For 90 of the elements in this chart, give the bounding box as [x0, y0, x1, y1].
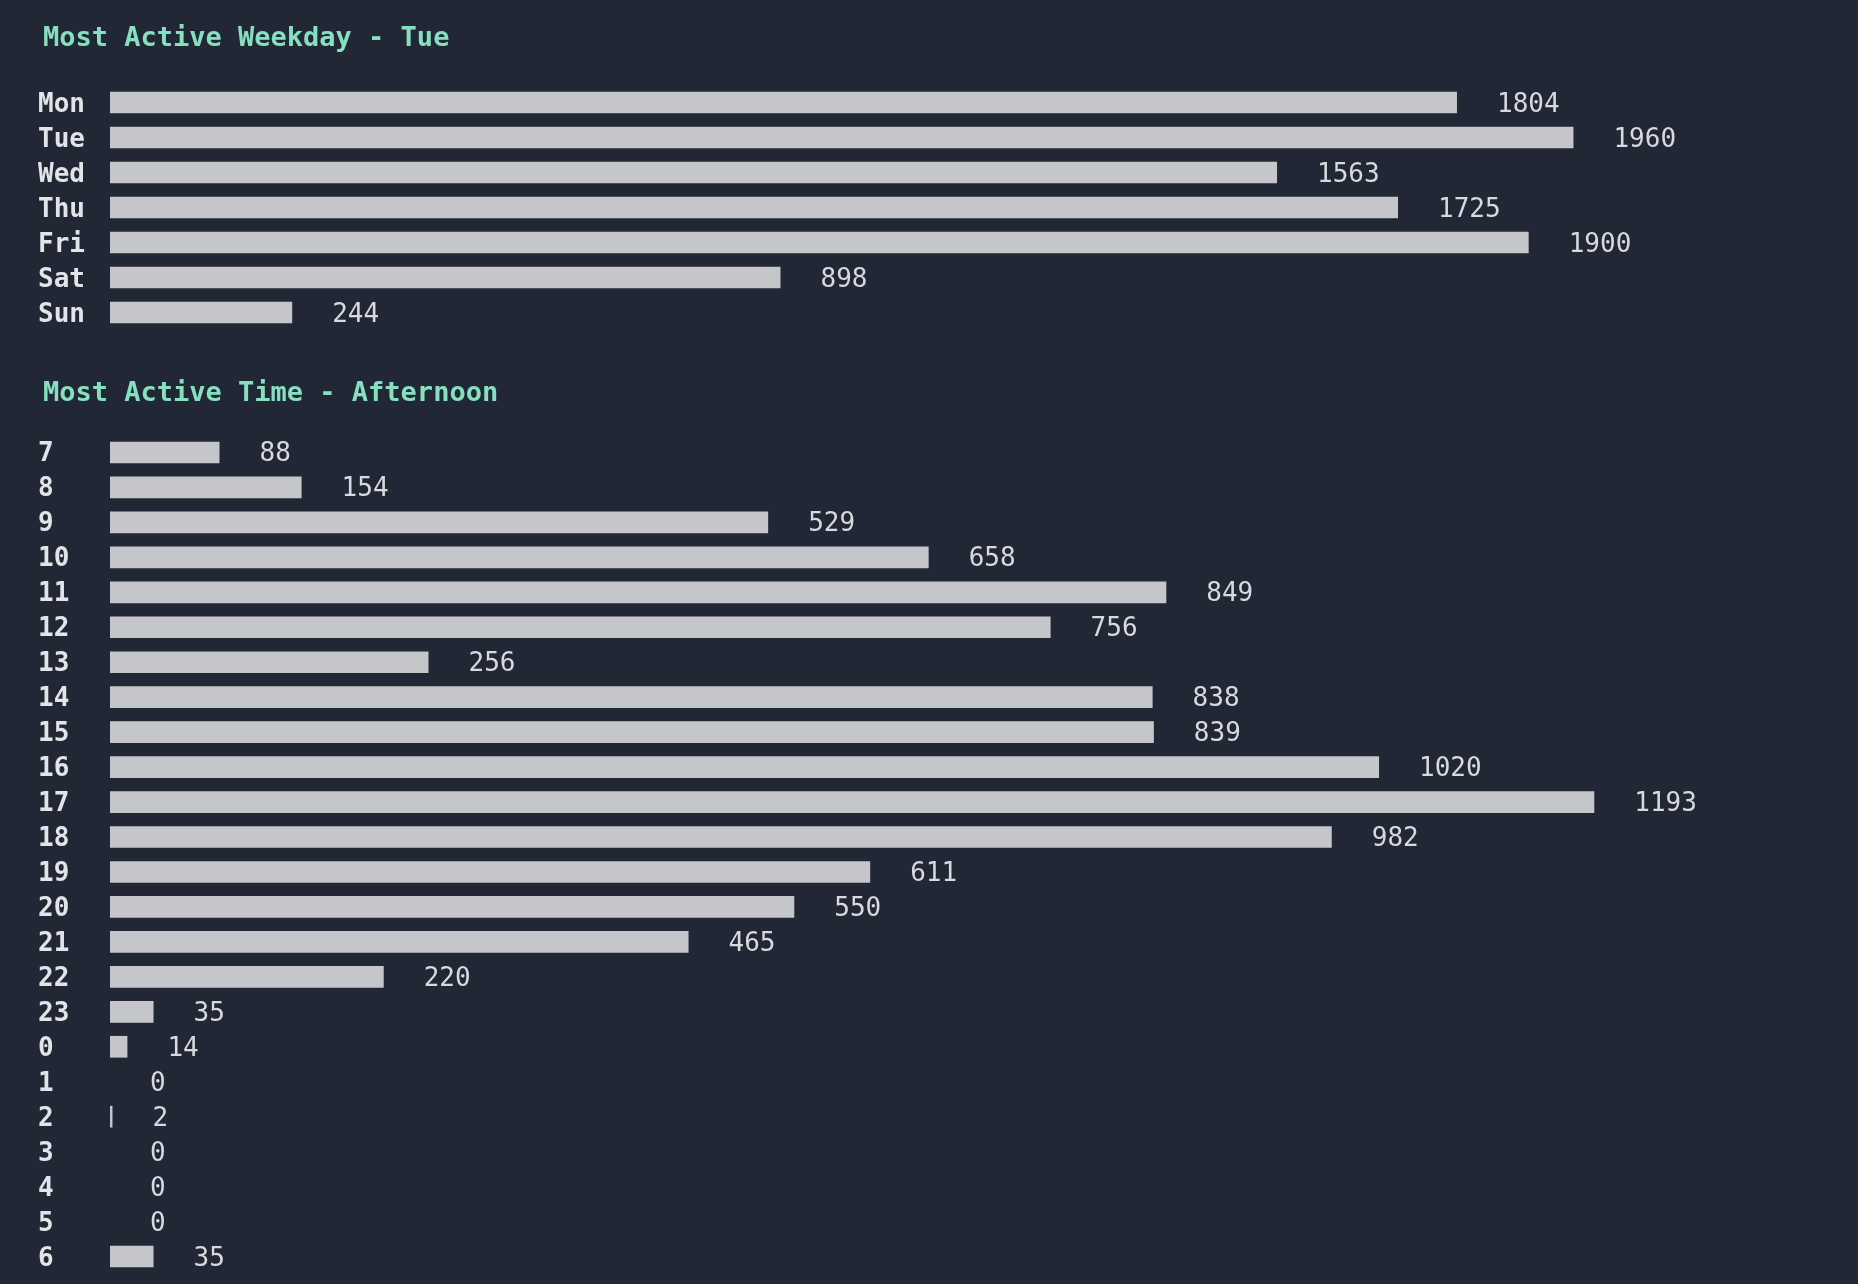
- data-label: 0: [150, 1206, 166, 1237]
- y-tick-label: 0: [38, 1031, 54, 1062]
- bar: [110, 126, 1574, 149]
- y-tick-label: Thu: [38, 192, 85, 223]
- data-label: 35: [193, 996, 225, 1027]
- y-tick-label: 6: [38, 1241, 54, 1272]
- data-label: 1900: [1568, 227, 1632, 258]
- bar: [110, 546, 929, 569]
- data-label: 898: [820, 262, 868, 293]
- y-tick-label: 5: [38, 1206, 54, 1237]
- chart-title: Most Active Weekday - Tue: [43, 21, 450, 52]
- bar: [110, 1000, 154, 1023]
- data-label: 0: [150, 1136, 166, 1167]
- y-tick-label: Sun: [38, 297, 85, 328]
- data-label: 529: [808, 507, 856, 538]
- data-label: 839: [1193, 717, 1241, 748]
- y-tick-label: 16: [38, 752, 70, 783]
- y-tick-label: 7: [38, 437, 54, 468]
- data-label: 982: [1371, 822, 1419, 853]
- data-label: 1020: [1419, 752, 1482, 783]
- data-label: 0: [150, 1066, 166, 1097]
- y-tick-label: 3: [38, 1136, 54, 1167]
- bar: [110, 1035, 128, 1058]
- data-label: 1563: [1317, 157, 1380, 188]
- y-tick-label: 15: [38, 717, 70, 748]
- data-label: 220: [423, 961, 471, 992]
- data-label: 0: [150, 1171, 166, 1202]
- y-tick-label: Fri: [38, 227, 85, 258]
- data-label: 1725: [1438, 192, 1501, 223]
- bar: [110, 791, 1595, 813]
- y-tick-label: Tue: [38, 122, 85, 153]
- chart-title: Most Active Time - Afternoon: [43, 376, 499, 407]
- y-tick-label: 8: [38, 472, 54, 503]
- y-tick-label: 23: [38, 996, 70, 1027]
- y-tick-label: 18: [38, 822, 70, 853]
- bar: [110, 301, 293, 324]
- data-label: 611: [910, 856, 958, 887]
- y-tick-label: 12: [38, 612, 70, 643]
- y-tick-label: 21: [38, 926, 70, 957]
- y-tick-label: 1: [38, 1066, 54, 1097]
- data-label: 658: [968, 542, 1016, 573]
- bar: [110, 966, 384, 988]
- y-tick-label: 19: [38, 856, 70, 887]
- bar: [110, 476, 302, 499]
- y-tick-label: 4: [38, 1171, 54, 1202]
- y-tick-label: 17: [38, 787, 70, 818]
- bar: [110, 756, 1380, 778]
- data-label: 1960: [1613, 122, 1677, 153]
- y-tick-label: 9: [38, 507, 54, 538]
- data-label: 244: [332, 297, 380, 328]
- data-label: 2: [152, 1101, 169, 1132]
- bar: [110, 686, 1153, 709]
- data-label: 88: [259, 437, 291, 468]
- bar: [110, 721, 1154, 743]
- bar: [110, 231, 1529, 254]
- bar: [110, 581, 1167, 604]
- bar: [110, 651, 429, 674]
- data-label: 1193: [1634, 787, 1697, 818]
- data-label: 849: [1206, 577, 1254, 608]
- data-label: 756: [1090, 612, 1138, 643]
- bar: [110, 1245, 154, 1268]
- y-tick-label: Sat: [38, 262, 85, 293]
- y-tick-label: 2: [38, 1101, 54, 1132]
- data-label: 154: [341, 472, 389, 503]
- bar: [110, 896, 795, 918]
- data-label: 838: [1192, 682, 1240, 713]
- y-tick-label: 22: [38, 961, 70, 992]
- bar: [110, 91, 1457, 114]
- bar: [110, 861, 871, 883]
- y-tick-label: 14: [38, 682, 70, 713]
- bar: [110, 826, 1332, 848]
- data-label: 256: [468, 647, 516, 678]
- bar: [110, 931, 689, 953]
- data-label: 1804: [1496, 87, 1560, 118]
- bar: [110, 441, 220, 464]
- y-tick-label: 13: [38, 647, 70, 678]
- data-label: 35: [193, 1241, 225, 1272]
- data-label: 14: [167, 1031, 199, 1062]
- bar: [110, 196, 1398, 219]
- bar: [110, 616, 1051, 639]
- y-tick-label: 11: [38, 577, 70, 608]
- bar: [110, 161, 1278, 184]
- y-tick-label: 20: [38, 891, 70, 922]
- data-label: 465: [728, 926, 776, 957]
- y-tick-label: Mon: [38, 87, 85, 118]
- data-label: 550: [834, 891, 882, 922]
- bar: [110, 266, 781, 289]
- bar: [110, 511, 769, 534]
- y-tick-label: 10: [38, 542, 70, 573]
- y-tick-label: Wed: [38, 157, 85, 188]
